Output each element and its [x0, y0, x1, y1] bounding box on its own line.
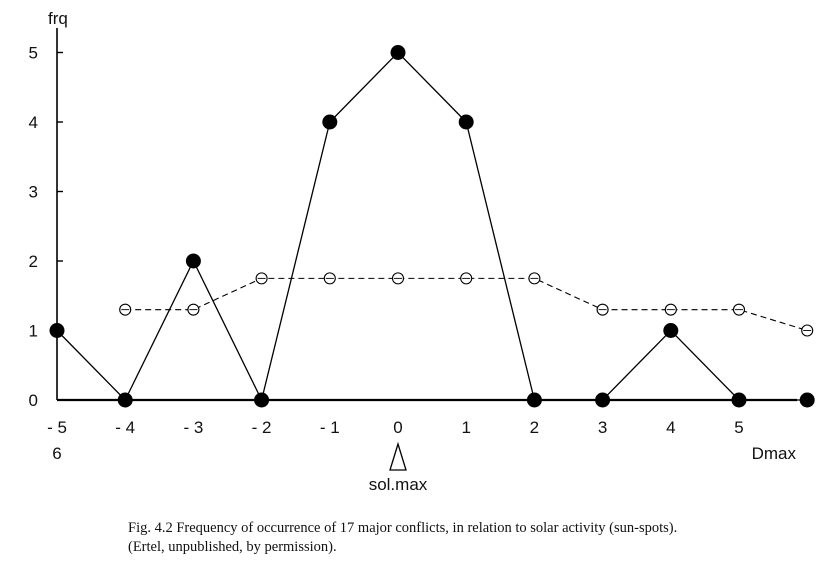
x-tick-label: 2 — [530, 418, 539, 437]
series-layer — [49, 45, 815, 408]
x-axis-label: Dmax — [752, 444, 797, 463]
series-1-point — [731, 392, 747, 408]
x-tick-label: - 1 — [320, 418, 340, 437]
series-1-point — [458, 114, 474, 130]
series-1-point — [526, 392, 542, 408]
y-axis-label: frq — [48, 9, 68, 28]
series-1-point — [663, 323, 679, 338]
series-2-line — [125, 277, 808, 332]
series-1-point — [390, 45, 406, 60]
sol-max-triangle — [389, 441, 407, 471]
y-tick-label: 3 — [29, 183, 38, 202]
x-tick-label: - 4 — [115, 418, 135, 437]
series-1-point — [185, 253, 201, 269]
sol-max-label: sol.max — [369, 475, 428, 494]
series-1-point — [117, 392, 133, 408]
x-tick-label: 4 — [666, 418, 675, 437]
x-tick-label: - 2 — [252, 418, 272, 437]
y-tick-label: 2 — [29, 252, 38, 271]
series-1-point — [799, 392, 815, 408]
caption-line-1: Fig. 4.2 Frequency of occurrence of 17 m… — [128, 520, 678, 536]
caption-line-2: (Ertel, unpublished, by permission). — [128, 539, 337, 555]
x-tick-label: - 3 — [183, 418, 203, 437]
labels: 0 1 2 3 4 5 - 5 - 4 - 3 - 2 - 1 0 1 2 3 4 5 6 frq Dmax sol.m… — [29, 9, 797, 494]
chart: 0 1 2 3 4 5 - 5 - 4 - 3 - 2 - 1 0 1 2 3 4 5 6 frq Dmax sol.m… — [29, 9, 815, 494]
figure-caption: Fig. 4.2 Frequency of occurrence of 17 m… — [128, 519, 808, 557]
axes — [56, 28, 797, 402]
series-1-point — [49, 323, 65, 338]
x-tick-label: 1 — [461, 418, 470, 437]
x-tick-label: 5 — [734, 418, 743, 437]
x-tick-label-extra: 6 — [52, 444, 61, 463]
series-1-point — [254, 392, 270, 408]
series-1-line — [56, 51, 808, 402]
y-tick-label: 5 — [29, 44, 38, 63]
series-1-point — [595, 392, 611, 408]
x-tick-label: - 5 — [47, 418, 67, 437]
series-1-point — [322, 114, 338, 130]
x-tick-label: 3 — [598, 418, 607, 437]
y-tick-label: 1 — [29, 322, 38, 341]
y-tick-label: 0 — [29, 391, 38, 410]
x-tick-label: 0 — [393, 418, 402, 437]
y-tick-label: 4 — [29, 113, 38, 132]
